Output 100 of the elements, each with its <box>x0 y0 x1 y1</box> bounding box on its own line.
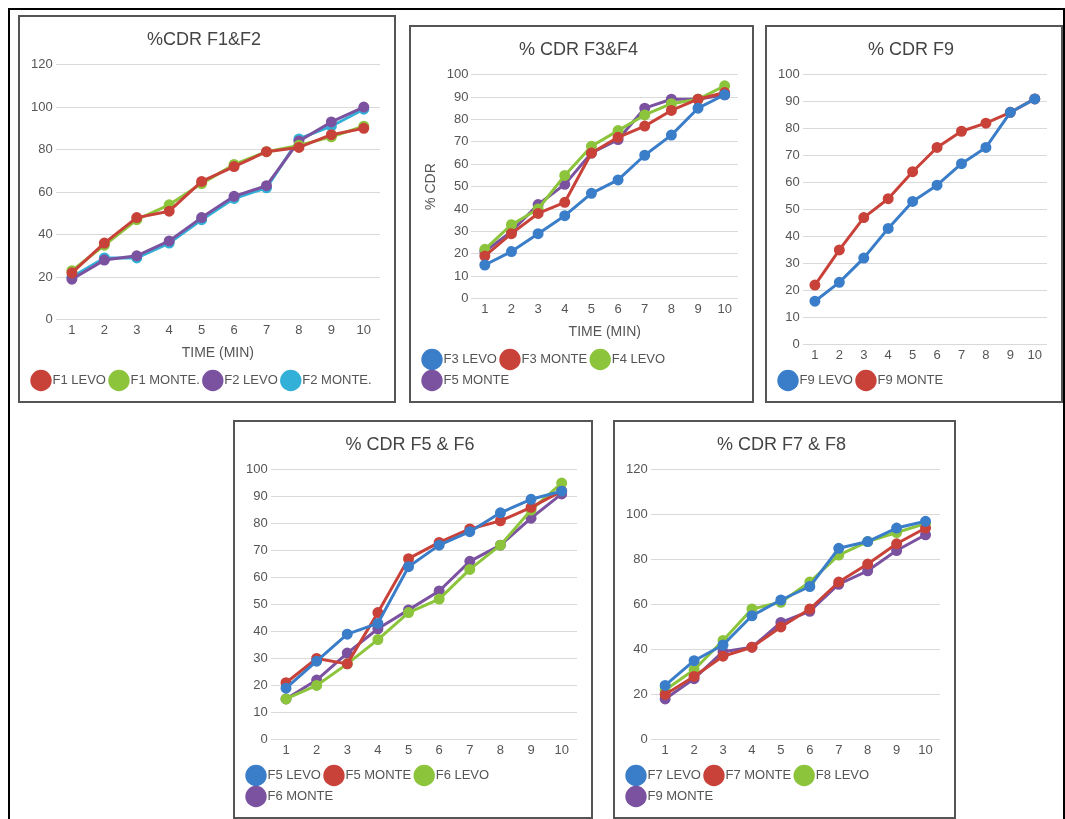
legend-label: F3 LEVO <box>443 351 497 367</box>
y-tick-label: 90 <box>454 88 469 104</box>
x-tick-label: 7 <box>466 741 474 757</box>
y-tick-label: 80 <box>633 551 648 567</box>
x-tick-label: 10 <box>1027 346 1043 362</box>
y-tick-label: 60 <box>454 155 469 171</box>
y-tick-label: 60 <box>38 183 53 199</box>
y-tick-label: 40 <box>633 641 648 657</box>
x-tick-label: 6 <box>435 741 443 757</box>
x-tick-label: 2 <box>690 741 698 757</box>
x-tick-label: 8 <box>295 321 303 337</box>
legend-label: F2 LEVO <box>224 372 278 388</box>
y-tick-label: 40 <box>253 623 268 639</box>
legend-label: F9 LEVO <box>799 372 853 388</box>
legend-label: F6 MONTE <box>267 788 334 804</box>
x-tick-label: 4 <box>165 321 173 337</box>
x-axis-title: TIME (MIN) <box>568 323 641 340</box>
legend-label: F1 MONTE. <box>130 372 200 388</box>
y-tick-label: 120 <box>30 56 53 72</box>
y-tick-label: 30 <box>454 222 469 238</box>
x-tick-label: 1 <box>68 321 76 337</box>
y-tick-label: 20 <box>253 677 268 693</box>
legend-label: F2 MONTE. <box>302 372 372 388</box>
legend-label: F7 LEVO <box>647 767 701 783</box>
x-tick-label: 2 <box>835 346 843 362</box>
x-tick-label: 4 <box>884 346 892 362</box>
x-tick-label: 6 <box>933 346 941 362</box>
y-tick-label: 100 <box>245 461 268 477</box>
x-tick-label: 7 <box>957 346 966 362</box>
x-tick-label: 10 <box>918 741 933 757</box>
y-tick-label: 30 <box>253 650 268 666</box>
y-tick-label: 40 <box>454 200 469 216</box>
y-tick-label: 0 <box>45 311 53 327</box>
y-tick-label: 70 <box>785 147 800 163</box>
x-tick-label: 9 <box>892 741 901 757</box>
x-tick-label: 2 <box>313 741 321 757</box>
x-tick-label: 4 <box>561 300 569 316</box>
y-tick-label: 50 <box>454 178 469 194</box>
x-tick-label: 3 <box>133 321 141 337</box>
x-tick-label: 2 <box>100 321 108 337</box>
x-tick-label: 9 <box>1006 346 1014 362</box>
y-tick-label: 80 <box>253 515 268 531</box>
y-tick-label: 40 <box>38 226 53 242</box>
y-tick-label: 60 <box>253 569 268 585</box>
x-tick-label: 8 <box>496 741 505 757</box>
x-tick-label: 2 <box>507 300 516 316</box>
x-tick-label: 8 <box>667 300 675 316</box>
y-tick-label: 120 <box>625 461 648 477</box>
x-tick-label: 3 <box>343 741 351 757</box>
y-tick-label: 0 <box>461 290 469 306</box>
chart-title: % CDR F9 <box>867 38 955 59</box>
y-tick-label: 10 <box>253 704 268 719</box>
x-tick-label: 1 <box>811 346 819 362</box>
x-axis-title: TIME (MIN) <box>181 344 255 361</box>
chart-title: % CDR F7 & F8 <box>716 433 847 454</box>
chart-title: % CDR F3&F4 <box>518 38 639 59</box>
y-tick-label: 50 <box>253 596 268 612</box>
x-tick-label: 8 <box>982 346 990 362</box>
y-tick-label: 90 <box>785 93 800 109</box>
y-tick-label: 80 <box>454 110 469 126</box>
legend-label: F6 LEVO <box>435 767 490 783</box>
y-tick-label: 80 <box>785 120 800 136</box>
x-tick-label: 6 <box>230 321 238 337</box>
y-tick-label: 80 <box>38 141 53 157</box>
x-tick-label: 5 <box>909 346 917 362</box>
y-tick-label: 40 <box>785 228 800 244</box>
y-tick-label: 70 <box>253 542 268 558</box>
y-tick-label: 0 <box>260 730 268 746</box>
y-tick-label: 0 <box>792 335 800 351</box>
legend-label: F5 MONTE <box>345 767 412 783</box>
x-tick-label: 1 <box>481 300 489 316</box>
y-tick-label: 20 <box>785 282 800 298</box>
y-tick-label: 70 <box>454 133 469 149</box>
chart-title: % CDR F5 & F6 <box>345 433 475 454</box>
legend-label: F5 MONTE <box>443 372 510 388</box>
y-tick-label: 20 <box>454 245 469 261</box>
x-tick-label: 7 <box>262 321 271 337</box>
x-tick-label: 10 <box>717 300 732 316</box>
x-tick-label: 9 <box>694 300 702 316</box>
y-tick-label: 10 <box>454 267 469 283</box>
y-tick-label: 100 <box>30 98 53 114</box>
y-tick-label: 100 <box>777 66 800 82</box>
x-tick-label: 10 <box>356 321 372 337</box>
legend-label: F5 LEVO <box>267 767 321 783</box>
x-tick-label: 9 <box>527 741 535 757</box>
y-tick-label: 60 <box>633 596 648 612</box>
chart-title: %CDR F1&F2 <box>146 28 262 49</box>
x-tick-label: 7 <box>835 741 843 757</box>
x-tick-label: 8 <box>864 741 872 757</box>
x-tick-label: 6 <box>614 300 622 316</box>
legend-label: F7 MONTE <box>725 767 792 783</box>
x-tick-label: 7 <box>641 300 649 316</box>
x-tick-label: 9 <box>327 321 335 337</box>
x-tick-label: 5 <box>198 321 206 337</box>
y-tick-label: 0 <box>640 730 648 746</box>
x-tick-label: 10 <box>554 741 569 757</box>
y-tick-label: 60 <box>785 174 800 190</box>
y-tick-label: 90 <box>253 488 268 504</box>
y-tick-label: 30 <box>785 255 800 271</box>
legend-label: F9 MONTE <box>647 788 714 804</box>
